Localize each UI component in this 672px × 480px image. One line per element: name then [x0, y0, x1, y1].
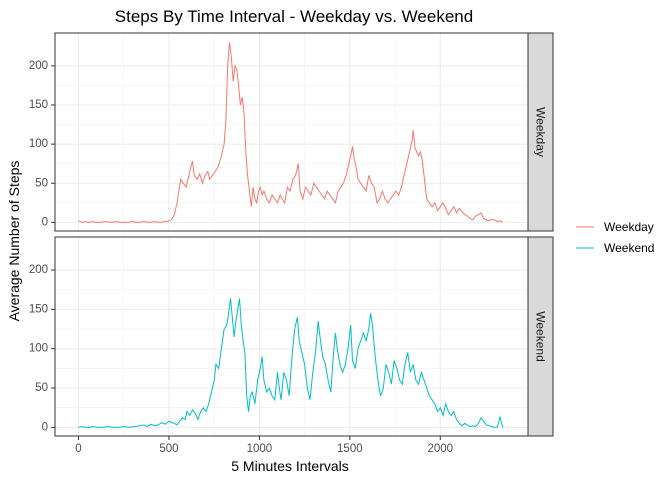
series-line-weekend [78, 298, 504, 428]
y-tick-label: 100 [29, 138, 48, 150]
legend-item-weekday: Weekday [576, 220, 654, 234]
x-tick-label: 1000 [247, 443, 273, 455]
facet-strip-label: Weekend [534, 311, 548, 361]
series-line-weekday [78, 42, 503, 223]
x-tick-label: 500 [159, 443, 178, 455]
y-tick-label: 200 [29, 60, 48, 72]
legend-label: Weekend [604, 241, 654, 255]
x-tick-label: 1500 [337, 443, 363, 455]
y-tick-label: 50 [35, 382, 48, 394]
facet-strip [527, 236, 554, 437]
legend-item-weekend: Weekend [576, 241, 654, 255]
y-axis-title: Average Number of Steps [6, 161, 22, 322]
panel-weekday: Weekday 0 50 100 150 200 [29, 32, 554, 232]
chart-title: Steps By Time Interval - Weekday vs. Wee… [115, 7, 473, 26]
panel-border [54, 32, 529, 232]
y-tick-label: 0 [42, 421, 48, 433]
legend: Weekday Weekend [576, 220, 654, 255]
x-tick-label: 2000 [427, 443, 453, 455]
x-axis-title: 5 Minutes Intervals [231, 458, 349, 474]
facet-strip-label: Weekday [534, 107, 548, 157]
y-tick-label: 100 [29, 343, 48, 355]
y-tick-label: 50 [35, 177, 48, 189]
x-tick-label: 0 [75, 443, 81, 455]
y-tick-label: 150 [29, 99, 48, 111]
y-tick-label: 0 [42, 216, 48, 228]
facet-strip [527, 32, 554, 232]
legend-label: Weekday [604, 220, 654, 234]
y-tick-label: 200 [29, 264, 48, 276]
y-tick-label: 150 [29, 303, 48, 315]
panel-border [54, 236, 529, 437]
